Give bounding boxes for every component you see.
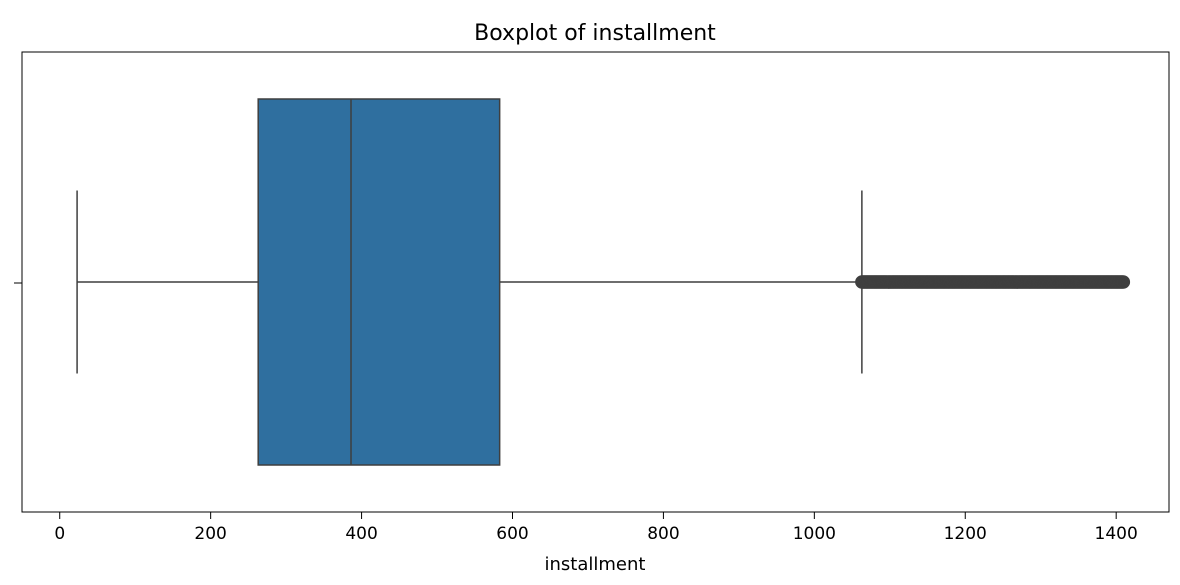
chart-title: Boxplot of installment [474, 21, 716, 46]
x-tick-label: 0 [54, 524, 65, 544]
x-tick-label: 1200 [944, 524, 987, 544]
x-axis-label: installment [545, 554, 646, 575]
x-tick-label: 600 [496, 524, 528, 544]
x-tick-label: 800 [647, 524, 679, 544]
axes-frame [21, 51, 1170, 513]
x-tick-label: 1000 [793, 524, 836, 544]
x-axis: 0 200 400 600 800 1000 1200 1400 [54, 512, 1138, 544]
outlier-point [1116, 275, 1131, 289]
plot-area [76, 98, 1131, 466]
x-tick-label: 400 [345, 524, 377, 544]
iqr-box [257, 98, 501, 466]
x-tick-label: 200 [194, 524, 226, 544]
x-tick-label: 1400 [1095, 524, 1138, 544]
